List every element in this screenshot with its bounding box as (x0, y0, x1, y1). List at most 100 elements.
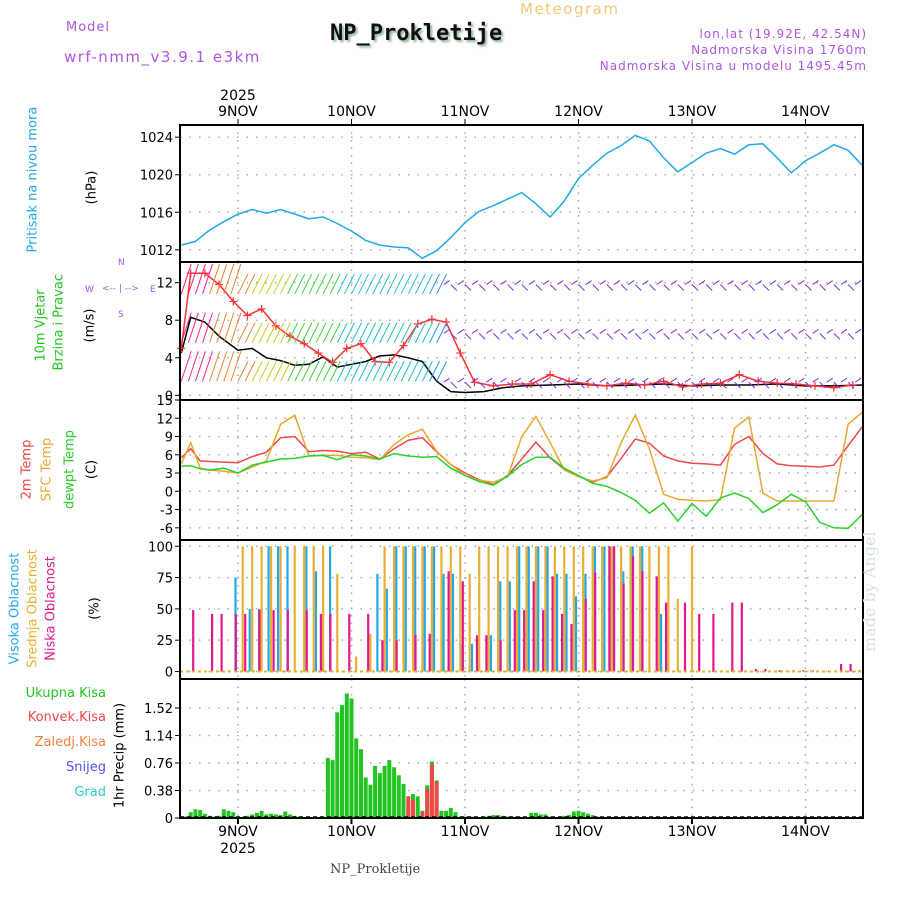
wind-barb (840, 377, 848, 383)
wind-barb (443, 280, 450, 285)
bar-niska-oblacnost (329, 613, 332, 672)
bar-niska-oblacnost (532, 581, 535, 672)
x-day-label-top: 14NOV (781, 104, 830, 120)
bar-visoka-oblacnost (518, 546, 521, 672)
wind-barb (237, 322, 249, 343)
wind-barb (202, 312, 214, 343)
wind-barb (237, 361, 249, 382)
gust-marker (456, 349, 465, 358)
wind-barb (833, 284, 841, 291)
bar-visoka-oblacnost (267, 546, 270, 672)
wind-barb (705, 381, 713, 389)
y-tick-label: 100 (148, 540, 173, 555)
wind-barb (805, 381, 812, 389)
bar-niska-oblacnost (244, 613, 247, 672)
wind-barb (656, 280, 663, 285)
wind-barb (187, 312, 199, 343)
wind-barb (783, 377, 791, 383)
wind-barb (755, 377, 763, 383)
wind-barb (486, 280, 493, 285)
y-tick-label: 1.14 (144, 729, 173, 744)
bar-srednja-oblacnost (676, 598, 679, 672)
y-tick-label: 12 (156, 412, 173, 427)
wind-barb (493, 381, 500, 389)
x-year-label-top: 2025 (220, 88, 256, 104)
y-tick-label: 3 (165, 467, 173, 482)
series-line-dewpt-temp (181, 452, 863, 530)
wind-barb (315, 322, 327, 343)
x-day-label-top: 13NOV (668, 104, 717, 120)
wind-barb (265, 273, 277, 295)
wind-barb (500, 328, 507, 334)
wind-barb (421, 322, 433, 343)
bar-srednja-oblacnost (563, 546, 566, 672)
wind-barb (244, 273, 256, 295)
bar-niska-oblacnost (754, 669, 758, 672)
bar-ukupna-kisa (344, 693, 349, 818)
wind-barb (705, 332, 713, 340)
gust-marker (773, 379, 782, 388)
wind-barb (634, 381, 642, 389)
wind-barb (194, 263, 206, 295)
wind-barb (542, 328, 550, 334)
wind-barb (549, 381, 557, 389)
wind-barb (776, 284, 784, 291)
wind-barb (663, 381, 670, 389)
bar-ukupna-kisa (359, 749, 363, 818)
gust-marker (229, 297, 238, 306)
wind-barb (563, 381, 571, 389)
wind-barb (663, 284, 670, 291)
wind-barb (216, 351, 228, 382)
series-line-sfc-temp (180, 411, 863, 502)
chart-marks (177, 134, 863, 818)
wind-barb (691, 332, 699, 340)
wind-barb (563, 284, 571, 291)
altitude-text: Nadmorska Visina 1760m (691, 43, 867, 57)
bar-ukupna-kisa (571, 811, 576, 818)
wind-barb (273, 273, 284, 295)
y-tick-label: 15 (156, 394, 173, 409)
wind-barb (819, 332, 827, 340)
wind-barb (528, 377, 536, 383)
compass-arrows-icon: <-- | --> (102, 284, 139, 294)
wind-barb (351, 273, 362, 295)
product-title: Meteogram (520, 0, 620, 18)
credit-text: made by Angel (860, 531, 879, 652)
wind-barb (826, 328, 834, 334)
wind-barb (414, 322, 426, 343)
wind-barb (414, 361, 426, 382)
wind-barb (656, 377, 663, 383)
wind-barb (194, 312, 206, 343)
wind-barb (202, 351, 214, 382)
wind-barb (400, 361, 412, 382)
wind-barb (812, 280, 819, 285)
bar-visoka-oblacnost (556, 573, 559, 672)
wind-barb (826, 377, 834, 383)
bar-ukupna-kisa (439, 810, 444, 818)
wind-barb (230, 263, 242, 295)
wind-barb (471, 280, 479, 285)
bar-ukupna-kisa (193, 809, 198, 818)
wind-barb (528, 328, 536, 334)
bar-ukupna-kisa (202, 813, 207, 818)
bar-niska-oblacnost (802, 670, 805, 672)
wind-barb (450, 332, 458, 340)
wind-barb (294, 273, 306, 295)
wind-barb (301, 322, 313, 343)
bar-visoka-oblacnost (470, 643, 474, 672)
bar-srednja-oblacnost (497, 546, 500, 672)
axis-labels: 101210161020102404812-6-3036912150255075… (140, 88, 830, 857)
wind-barb (407, 322, 419, 343)
precip-frz-label: Zaledj.Kisa (34, 735, 106, 750)
wind-barb (549, 332, 557, 340)
bar-ukupna-kisa (221, 809, 226, 818)
wind-barb (535, 381, 543, 389)
wind-barb (819, 284, 827, 291)
bar-ukupna-kisa (226, 810, 231, 818)
wind-barb (585, 280, 592, 285)
wind-barb (202, 263, 214, 295)
y-tick-label: 1012 (140, 244, 173, 259)
wind-barb (457, 280, 465, 285)
bar-ukupna-kisa (377, 773, 382, 818)
wind-barb (258, 273, 270, 295)
